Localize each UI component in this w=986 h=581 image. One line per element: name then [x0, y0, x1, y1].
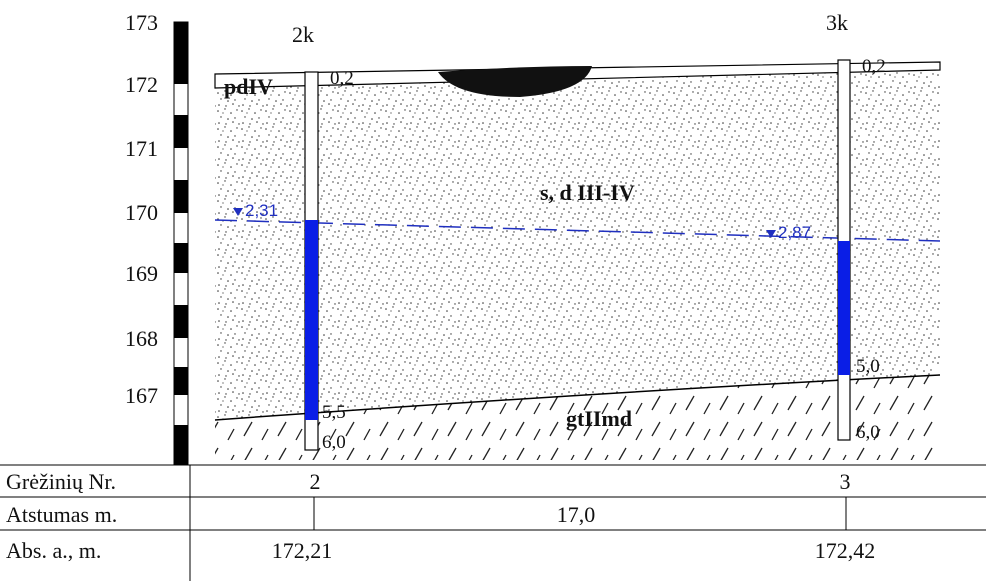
water-depth: 2,31: [245, 201, 278, 220]
depth-label: 6,0: [856, 422, 880, 443]
elevation-label: 167: [125, 383, 158, 408]
scale-bar: [173, 21, 189, 466]
layer-label: pdIV: [224, 74, 273, 99]
table-cell: 3: [840, 469, 851, 494]
borehole-name: 2k: [292, 22, 314, 47]
table-header: Grėžinių Nr.: [6, 469, 116, 494]
borehole-2: [304, 71, 319, 451]
depth-label: 5,0: [856, 356, 880, 377]
scale-labels: 173 172 171 170 169 168 167: [125, 10, 158, 408]
table-cell: 172,21: [272, 538, 333, 563]
clay-layer: [215, 375, 940, 460]
elevation-label: 168: [125, 326, 158, 351]
table-header: Abs. a., m.: [6, 538, 101, 563]
borehole-3: [837, 59, 851, 441]
elevation-label: 170: [125, 200, 158, 225]
depth-label: 0,2: [862, 56, 886, 77]
elevation-label: 169: [125, 261, 158, 286]
depth-label: 0,2: [330, 68, 354, 89]
table-header: Atstumas m.: [6, 502, 117, 527]
borehole-name: 3k: [826, 10, 848, 35]
table: [0, 464, 986, 581]
water-marker: [233, 208, 243, 216]
water-marker: [766, 230, 776, 238]
table-cell: 2: [310, 469, 321, 494]
water-depth: 2,87: [778, 223, 811, 242]
sand-layer: [215, 68, 940, 420]
layer-label: gtIImd: [566, 406, 632, 431]
water-level-line: [214, 219, 941, 242]
layer-label: s, d III-IV: [540, 180, 635, 205]
depth-label: 6,0: [322, 432, 346, 453]
elevation-label: 172: [125, 72, 158, 97]
elevation-label: 171: [125, 136, 158, 161]
dark-lens: [438, 66, 592, 97]
depth-label: 5,5: [322, 402, 346, 423]
table-cell: 172,42: [815, 538, 876, 563]
table-cell: 17,0: [557, 502, 596, 527]
elevation-label: 173: [125, 10, 158, 35]
